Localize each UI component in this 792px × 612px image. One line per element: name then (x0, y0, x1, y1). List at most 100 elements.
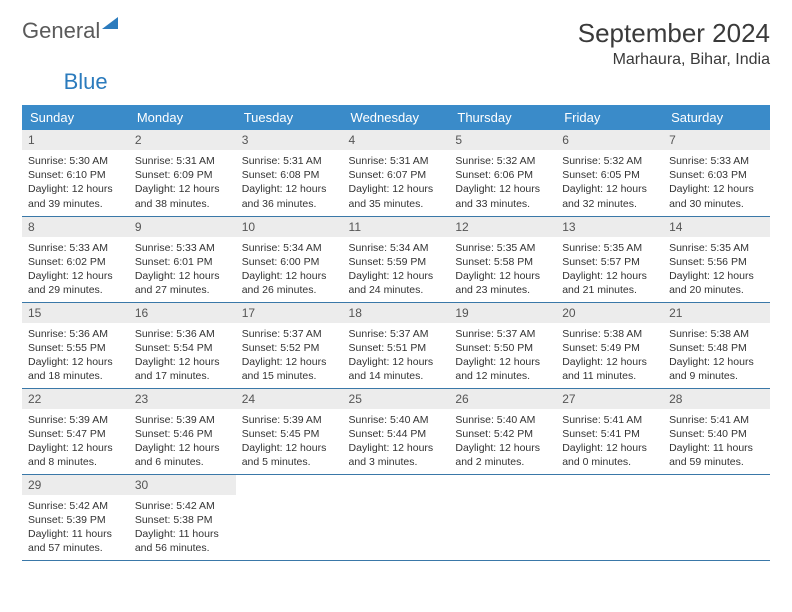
empty-cell (449, 474, 556, 560)
calendar-day-cell: 14Sunrise: 5:35 AMSunset: 5:56 PMDayligh… (663, 216, 770, 302)
calendar-day-cell: 27Sunrise: 5:41 AMSunset: 5:41 PMDayligh… (556, 388, 663, 474)
calendar-header-row: SundayMondayTuesdayWednesdayThursdayFrid… (22, 105, 770, 130)
day-details: Sunrise: 5:31 AMSunset: 6:09 PMDaylight:… (129, 150, 236, 213)
logo: General (22, 18, 118, 44)
logo-word2: Blue (64, 69, 108, 94)
title-block: September 2024 Marhaura, Bihar, India (578, 18, 770, 69)
calendar-day-cell: 24Sunrise: 5:39 AMSunset: 5:45 PMDayligh… (236, 388, 343, 474)
day-number: 7 (663, 130, 770, 150)
logo-word1: General (22, 18, 100, 44)
calendar-day-cell: 9Sunrise: 5:33 AMSunset: 6:01 PMDaylight… (129, 216, 236, 302)
calendar-week-row: 29Sunrise: 5:42 AMSunset: 5:39 PMDayligh… (22, 474, 770, 560)
day-details: Sunrise: 5:37 AMSunset: 5:50 PMDaylight:… (449, 323, 556, 386)
calendar-day-cell: 30Sunrise: 5:42 AMSunset: 5:38 PMDayligh… (129, 474, 236, 560)
month-title: September 2024 (578, 18, 770, 49)
calendar-day-cell: 23Sunrise: 5:39 AMSunset: 5:46 PMDayligh… (129, 388, 236, 474)
day-details: Sunrise: 5:31 AMSunset: 6:08 PMDaylight:… (236, 150, 343, 213)
calendar-day-cell: 19Sunrise: 5:37 AMSunset: 5:50 PMDayligh… (449, 302, 556, 388)
day-details: Sunrise: 5:41 AMSunset: 5:41 PMDaylight:… (556, 409, 663, 472)
logo-triangle-icon (102, 17, 118, 29)
day-number: 21 (663, 303, 770, 323)
day-number: 10 (236, 217, 343, 237)
calendar-day-cell: 12Sunrise: 5:35 AMSunset: 5:58 PMDayligh… (449, 216, 556, 302)
day-number: 17 (236, 303, 343, 323)
calendar-day-cell: 26Sunrise: 5:40 AMSunset: 5:42 PMDayligh… (449, 388, 556, 474)
calendar-day-cell: 2Sunrise: 5:31 AMSunset: 6:09 PMDaylight… (129, 130, 236, 216)
weekday-header: Sunday (22, 105, 129, 130)
day-number: 29 (22, 475, 129, 495)
calendar-table: SundayMondayTuesdayWednesdayThursdayFrid… (22, 105, 770, 561)
empty-cell (236, 474, 343, 560)
calendar-day-cell: 8Sunrise: 5:33 AMSunset: 6:02 PMDaylight… (22, 216, 129, 302)
calendar-week-row: 1Sunrise: 5:30 AMSunset: 6:10 PMDaylight… (22, 130, 770, 216)
logo-line2: GenBlue (22, 69, 770, 95)
weekday-header: Tuesday (236, 105, 343, 130)
weekday-header: Friday (556, 105, 663, 130)
day-details: Sunrise: 5:31 AMSunset: 6:07 PMDaylight:… (343, 150, 450, 213)
calendar-day-cell: 18Sunrise: 5:37 AMSunset: 5:51 PMDayligh… (343, 302, 450, 388)
day-details: Sunrise: 5:39 AMSunset: 5:45 PMDaylight:… (236, 409, 343, 472)
day-number: 8 (22, 217, 129, 237)
day-details: Sunrise: 5:36 AMSunset: 5:54 PMDaylight:… (129, 323, 236, 386)
day-details: Sunrise: 5:33 AMSunset: 6:03 PMDaylight:… (663, 150, 770, 213)
day-number: 24 (236, 389, 343, 409)
day-number: 5 (449, 130, 556, 150)
calendar-day-cell: 10Sunrise: 5:34 AMSunset: 6:00 PMDayligh… (236, 216, 343, 302)
day-details: Sunrise: 5:35 AMSunset: 5:57 PMDaylight:… (556, 237, 663, 300)
day-number: 23 (129, 389, 236, 409)
day-details: Sunrise: 5:38 AMSunset: 5:49 PMDaylight:… (556, 323, 663, 386)
day-number: 18 (343, 303, 450, 323)
day-details: Sunrise: 5:35 AMSunset: 5:56 PMDaylight:… (663, 237, 770, 300)
day-number: 2 (129, 130, 236, 150)
location: Marhaura, Bihar, India (578, 51, 770, 69)
calendar-day-cell: 16Sunrise: 5:36 AMSunset: 5:54 PMDayligh… (129, 302, 236, 388)
calendar-day-cell: 22Sunrise: 5:39 AMSunset: 5:47 PMDayligh… (22, 388, 129, 474)
day-number: 14 (663, 217, 770, 237)
day-number: 27 (556, 389, 663, 409)
calendar-day-cell: 3Sunrise: 5:31 AMSunset: 6:08 PMDaylight… (236, 130, 343, 216)
day-number: 30 (129, 475, 236, 495)
day-details: Sunrise: 5:34 AMSunset: 5:59 PMDaylight:… (343, 237, 450, 300)
day-number: 16 (129, 303, 236, 323)
day-details: Sunrise: 5:32 AMSunset: 6:06 PMDaylight:… (449, 150, 556, 213)
day-details: Sunrise: 5:30 AMSunset: 6:10 PMDaylight:… (22, 150, 129, 213)
day-details: Sunrise: 5:38 AMSunset: 5:48 PMDaylight:… (663, 323, 770, 386)
day-number: 13 (556, 217, 663, 237)
day-details: Sunrise: 5:33 AMSunset: 6:02 PMDaylight:… (22, 237, 129, 300)
day-number: 4 (343, 130, 450, 150)
header: General September 2024 Marhaura, Bihar, … (22, 18, 770, 69)
day-details: Sunrise: 5:40 AMSunset: 5:44 PMDaylight:… (343, 409, 450, 472)
calendar-week-row: 22Sunrise: 5:39 AMSunset: 5:47 PMDayligh… (22, 388, 770, 474)
empty-cell (556, 474, 663, 560)
day-number: 9 (129, 217, 236, 237)
day-number: 28 (663, 389, 770, 409)
day-details: Sunrise: 5:42 AMSunset: 5:38 PMDaylight:… (129, 495, 236, 558)
day-details: Sunrise: 5:32 AMSunset: 6:05 PMDaylight:… (556, 150, 663, 213)
day-number: 19 (449, 303, 556, 323)
calendar-day-cell: 28Sunrise: 5:41 AMSunset: 5:40 PMDayligh… (663, 388, 770, 474)
calendar-day-cell: 20Sunrise: 5:38 AMSunset: 5:49 PMDayligh… (556, 302, 663, 388)
day-details: Sunrise: 5:37 AMSunset: 5:52 PMDaylight:… (236, 323, 343, 386)
weekday-header: Monday (129, 105, 236, 130)
empty-cell (663, 474, 770, 560)
day-details: Sunrise: 5:39 AMSunset: 5:46 PMDaylight:… (129, 409, 236, 472)
calendar-day-cell: 6Sunrise: 5:32 AMSunset: 6:05 PMDaylight… (556, 130, 663, 216)
day-number: 22 (22, 389, 129, 409)
day-number: 3 (236, 130, 343, 150)
day-number: 12 (449, 217, 556, 237)
calendar-day-cell: 17Sunrise: 5:37 AMSunset: 5:52 PMDayligh… (236, 302, 343, 388)
calendar-week-row: 15Sunrise: 5:36 AMSunset: 5:55 PMDayligh… (22, 302, 770, 388)
day-number: 15 (22, 303, 129, 323)
day-number: 20 (556, 303, 663, 323)
day-details: Sunrise: 5:34 AMSunset: 6:00 PMDaylight:… (236, 237, 343, 300)
day-number: 1 (22, 130, 129, 150)
calendar-week-row: 8Sunrise: 5:33 AMSunset: 6:02 PMDaylight… (22, 216, 770, 302)
day-number: 6 (556, 130, 663, 150)
day-details: Sunrise: 5:39 AMSunset: 5:47 PMDaylight:… (22, 409, 129, 472)
day-details: Sunrise: 5:35 AMSunset: 5:58 PMDaylight:… (449, 237, 556, 300)
calendar-day-cell: 1Sunrise: 5:30 AMSunset: 6:10 PMDaylight… (22, 130, 129, 216)
day-details: Sunrise: 5:36 AMSunset: 5:55 PMDaylight:… (22, 323, 129, 386)
calendar-day-cell: 13Sunrise: 5:35 AMSunset: 5:57 PMDayligh… (556, 216, 663, 302)
calendar-day-cell: 21Sunrise: 5:38 AMSunset: 5:48 PMDayligh… (663, 302, 770, 388)
day-details: Sunrise: 5:42 AMSunset: 5:39 PMDaylight:… (22, 495, 129, 558)
